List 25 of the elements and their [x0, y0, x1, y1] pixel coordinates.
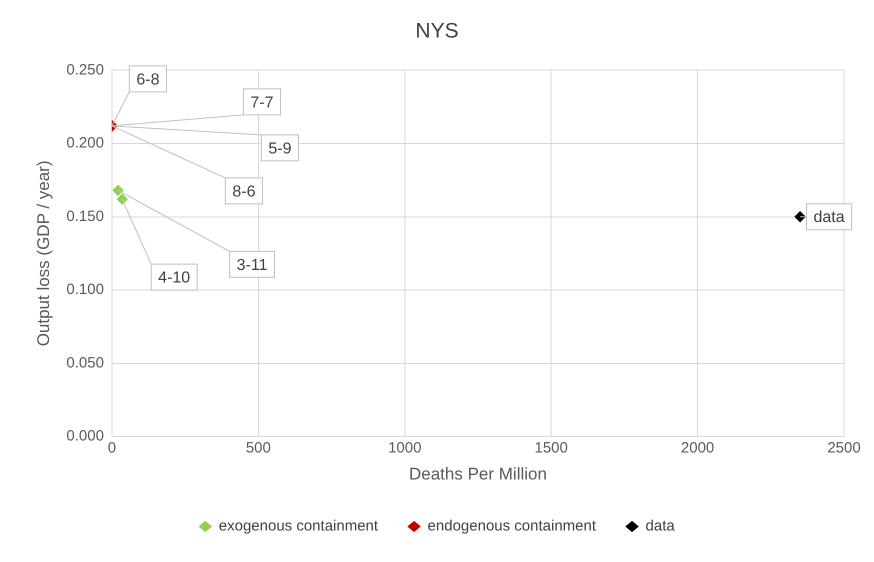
y-tick-label: 0.150 — [66, 208, 104, 225]
annotation: 4-10 — [158, 270, 190, 287]
y-tick-label: 0.100 — [66, 281, 104, 298]
annotation: data — [814, 209, 845, 226]
y-tick-label: 0.200 — [66, 134, 104, 152]
x-tick-label: 0 — [108, 440, 116, 457]
annotation: 5-9 — [268, 140, 292, 158]
chart-title: NYS — [415, 19, 459, 42]
x-tick-label: 1500 — [534, 440, 568, 457]
y-tick-label: 0.250 — [66, 61, 104, 78]
annotation: 7-7 — [250, 94, 274, 112]
legend-label: exogenous containment — [218, 518, 379, 535]
y-tick-label: 0.050 — [66, 354, 104, 372]
annotation: 6-8 — [136, 71, 160, 88]
x-axis-title: Deaths Per Million — [408, 464, 547, 484]
legend-label: endogenous containment — [428, 518, 597, 535]
x-tick-label: 2500 — [827, 440, 861, 457]
annotation: 8-6 — [232, 183, 256, 200]
legend-label: data — [646, 518, 676, 535]
annotation: 3-11 — [236, 256, 268, 274]
y-axis-title: Output loss (GDP / year) — [34, 160, 53, 346]
x-tick-label: 2000 — [680, 440, 714, 457]
x-tick-label: 500 — [246, 440, 271, 457]
y-tick-label: 0.000 — [66, 428, 104, 445]
x-tick-label: 1000 — [388, 440, 422, 457]
